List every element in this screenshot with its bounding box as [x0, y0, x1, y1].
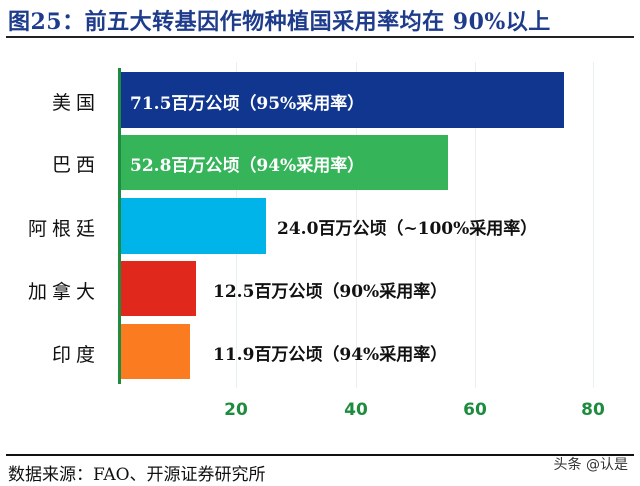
- y-axis-line: [118, 68, 121, 384]
- bar-india: [121, 324, 190, 379]
- x-tick-20: 20: [224, 400, 248, 420]
- data-label-brazil: 52.8百万公顷（94%采用率）: [130, 156, 365, 176]
- gridline-40: [356, 62, 357, 388]
- data-label-usa: 71.5百万公顷（95%采用率）: [130, 94, 365, 114]
- x-tick-80: 80: [581, 400, 605, 420]
- title-divider: [6, 36, 634, 38]
- category-label-argentina: 阿根廷: [27, 218, 100, 240]
- data-label-canada: 12.5百万公顷（90%采用率）: [213, 282, 448, 302]
- category-label-canada: 加拿大: [27, 281, 100, 303]
- watermark: 头条 @认是: [553, 457, 628, 473]
- x-tick-40: 40: [344, 400, 368, 420]
- category-label-usa: 美国: [51, 92, 100, 114]
- bar-canada: [121, 261, 196, 316]
- data-label-india: 11.9百万公顷（94%采用率）: [213, 345, 448, 365]
- source-divider: [6, 454, 634, 456]
- bar-usa: [121, 72, 564, 128]
- bar-brazil: [121, 135, 448, 190]
- category-label-india: 印度: [51, 344, 100, 366]
- category-label-brazil: 巴西: [51, 154, 100, 176]
- chart-title: 图25：前五大转基因作物种植国采用率均在 90%以上: [8, 9, 551, 35]
- data-label-argentina: 24.0百万公顷（~100%采用率）: [277, 219, 538, 239]
- data-source: 数据来源：FAO、开源证券研究所: [8, 465, 266, 485]
- bar-argentina: [121, 198, 266, 254]
- x-tick-60: 60: [463, 400, 487, 420]
- gridline-60: [475, 62, 476, 388]
- gridline-80: [593, 62, 594, 388]
- bar-chart: 美国 71.5百万公顷（95%采用率） 巴西 52.8百万公顷（94%采用率） …: [27, 62, 605, 420]
